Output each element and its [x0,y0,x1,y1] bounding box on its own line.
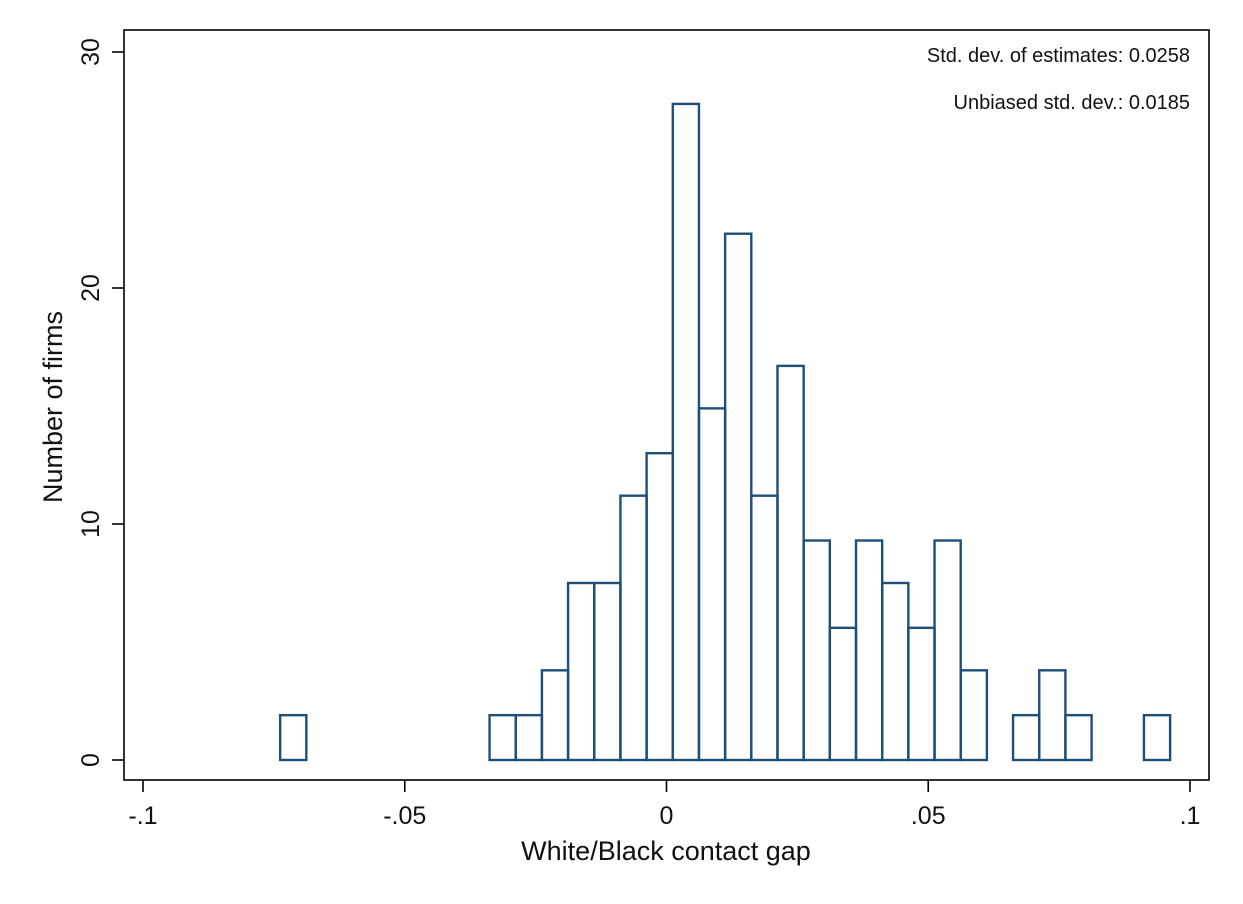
histogram-bar [959,669,989,762]
x-tick-label: .05 [911,802,946,830]
x-axis: -.1 -.05 0 .05 .1 [128,780,1200,830]
x-tick-label: 0 [660,802,674,830]
y-tick-label: 30 [77,38,105,66]
histogram-bar [1142,713,1172,762]
x-axis-title: White/Black contact gap [521,836,811,866]
y-axis: 0 10 20 30 [77,38,124,767]
y-tick-label: 20 [77,274,105,302]
x-tick-label: -.1 [128,802,157,830]
histogram-bar [933,539,962,762]
histogram-bars [278,102,1172,762]
y-tick-label: 0 [77,753,105,767]
std-dev-estimates-note: Std. dev. of estimates: 0.0258 [927,45,1190,67]
y-tick-label: 10 [77,510,105,538]
histogram-bar [278,713,308,762]
y-axis-title: Number of firms [38,311,68,503]
x-tick-label: .1 [1180,802,1201,830]
unbiased-std-dev-note: Unbiased std. dev.: 0.0185 [954,92,1190,114]
x-tick-label: -.05 [383,802,426,830]
histogram-bar [1064,713,1093,762]
